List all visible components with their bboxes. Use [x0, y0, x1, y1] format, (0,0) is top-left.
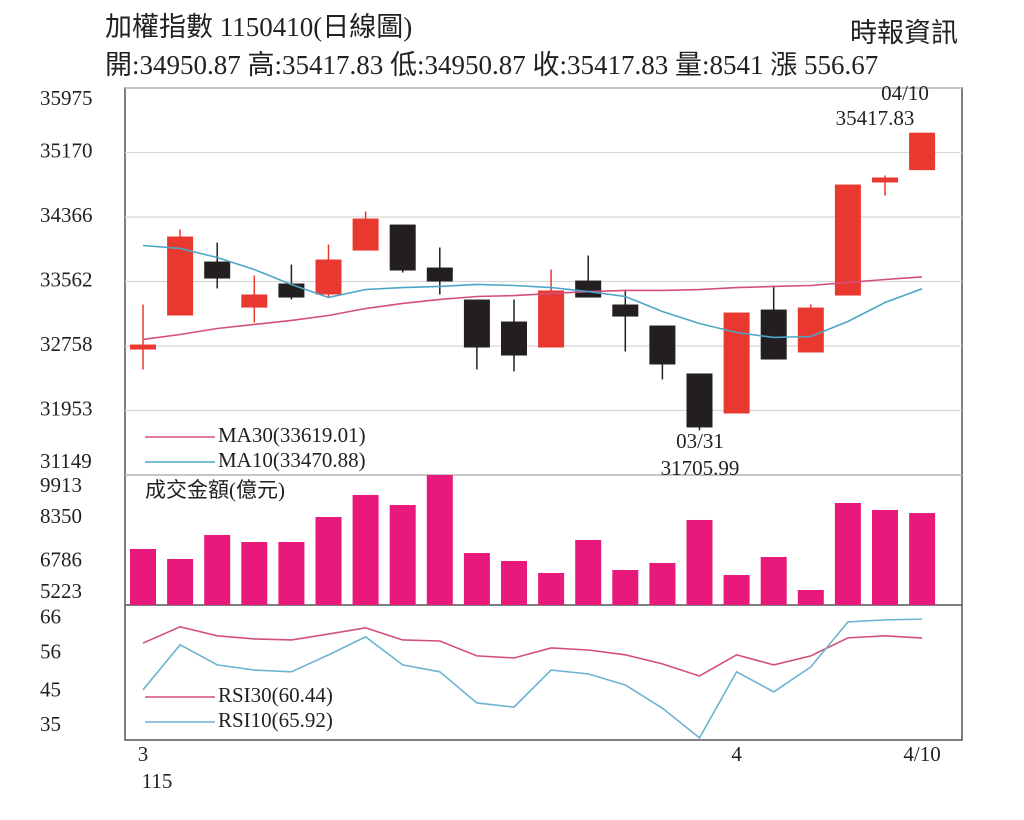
quote: 開:34950.87 高:35417.83 低:34950.87 收:35417… [105, 50, 878, 80]
candle-body [389, 224, 416, 271]
candle-body [575, 280, 602, 298]
y-tick-label: 8350 [40, 504, 82, 528]
line [142, 276, 923, 341]
y-tick-label: 34366 [40, 203, 93, 227]
legend-label: RSI10(65.92) [218, 708, 333, 732]
candle-body [649, 325, 676, 365]
bar [612, 569, 639, 605]
annotation: 31705.99 [661, 456, 740, 480]
candle-body [723, 312, 750, 414]
candle-body [130, 344, 156, 350]
y-tick-label: 6786 [40, 547, 82, 571]
y-tick-label: 35975 [40, 86, 93, 110]
bar [909, 513, 936, 605]
bar [278, 541, 305, 605]
candle-body [501, 321, 527, 356]
candle-body [686, 373, 713, 428]
x-tick-label: 3 [138, 742, 149, 766]
y-tick-label: 56 [40, 639, 61, 663]
candle-body [834, 184, 861, 296]
legend-label: 成交金額(億元) [145, 478, 285, 502]
candle-body [797, 307, 824, 353]
bar [834, 502, 861, 605]
bar [130, 549, 156, 605]
bar [241, 541, 268, 605]
bar [538, 572, 565, 605]
y-tick-label: 35 [40, 712, 61, 736]
line [142, 625, 923, 677]
candle-body [463, 299, 490, 348]
candle-body [352, 218, 379, 251]
bar [352, 494, 379, 605]
bar [426, 475, 453, 605]
bar [872, 509, 898, 605]
x-tick-label: 4 [731, 742, 742, 766]
bar [389, 504, 416, 605]
annotation: 04/10 [881, 81, 929, 105]
y-tick-label: 31953 [40, 396, 93, 420]
bar [723, 575, 750, 605]
legend-label: MA10(33470.88) [218, 448, 366, 472]
candle-body [315, 259, 342, 295]
bar [649, 563, 676, 605]
candle-body [278, 283, 305, 298]
line [142, 244, 923, 339]
legend-label: MA30(33619.01) [218, 423, 366, 447]
bar [501, 560, 527, 605]
y-tick-label: 45 [40, 677, 61, 701]
y-tick-label: 31149 [40, 449, 92, 473]
bar [315, 516, 342, 605]
bar [686, 519, 713, 605]
bar [797, 590, 824, 605]
annotation: 35417.83 [836, 106, 915, 130]
bar [204, 534, 231, 605]
y-tick-label: 5223 [40, 579, 82, 603]
candle-body [241, 294, 268, 308]
candle-body [167, 236, 194, 316]
y-tick-label: 35170 [40, 138, 93, 162]
y-tick-label: 9913 [40, 473, 82, 497]
candle-body [760, 309, 787, 360]
candle-body [872, 177, 898, 183]
candle-body [538, 290, 565, 348]
annotation: 03/31 [676, 429, 724, 453]
y-tick-label: 32758 [40, 332, 93, 356]
y-tick-label: 33562 [40, 267, 93, 291]
bar [760, 556, 787, 605]
source: 時報資訊 [850, 18, 958, 48]
candle-body [909, 132, 936, 171]
candle-body [426, 267, 453, 282]
bar [575, 540, 602, 605]
y-tick-label: 66 [40, 605, 61, 629]
candle-body [204, 261, 231, 279]
chart-title: 加權指數 1150410(日線圖) [105, 12, 412, 42]
x-year-label: 115 [142, 769, 173, 793]
bar [463, 553, 490, 605]
line [142, 618, 923, 740]
x-tick-label: 4/10 [903, 742, 940, 766]
candle-body [612, 304, 639, 317]
bar [167, 558, 194, 605]
legend-label: RSI30(60.44) [218, 683, 333, 707]
